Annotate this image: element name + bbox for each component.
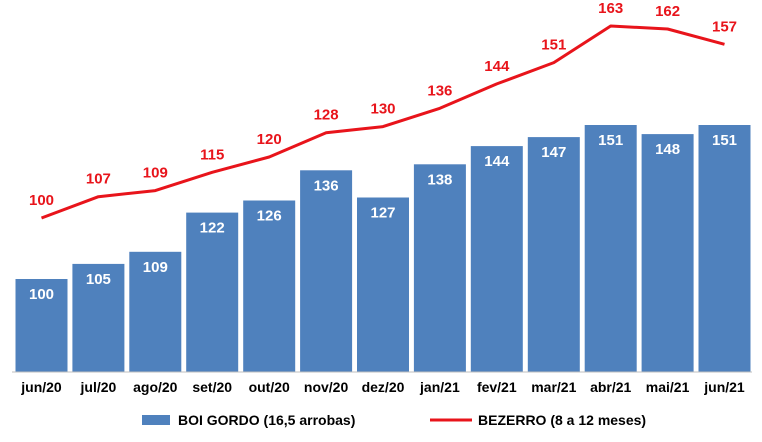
line-value-label: 162 — [655, 3, 680, 20]
bar-set-20 — [186, 212, 239, 372]
bar-data-labels: 100 105 109 122 126 136 127 138 144 147 151 148 151 — [29, 132, 737, 303]
bar-series — [15, 125, 751, 372]
line-value-label: 100 — [29, 192, 54, 209]
x-tick-label: abr/21 — [590, 379, 631, 395]
x-tick-label: nov/20 — [304, 379, 349, 395]
bar-dez-20 — [357, 197, 409, 372]
line-value-label: 130 — [370, 101, 395, 118]
bar-jul-20 — [72, 263, 125, 372]
line-value-label: 107 — [86, 171, 111, 188]
bar-jun-20 — [15, 279, 68, 372]
bar-value-label: 100 — [29, 286, 54, 303]
bar-value-label: 151 — [598, 132, 623, 149]
legend-label-bezerro: BEZERRO (8 a 12 meses) — [478, 412, 646, 428]
line-value-label: 109 — [143, 165, 168, 182]
bar-mai-21 — [641, 134, 694, 372]
x-tick-label: mai/21 — [646, 379, 690, 395]
bar-value-label: 148 — [655, 141, 680, 158]
line-value-label: 163 — [598, 0, 623, 17]
legend-swatch-boi-gordo — [142, 415, 170, 425]
line-value-label: 151 — [541, 37, 566, 54]
line-value-label: 128 — [314, 107, 339, 124]
x-tick-label: ago/20 — [133, 379, 178, 395]
bar-value-label: 109 — [143, 259, 168, 276]
bar-value-label: 147 — [541, 144, 566, 161]
x-tick-labels: jun/20 jul/20 ago/20 set/20 out/20 nov/20 dez/… — [20, 379, 745, 395]
x-tick-label: dez/20 — [362, 379, 405, 395]
bar-fev-21 — [470, 146, 523, 372]
bar-value-label: 127 — [370, 205, 395, 222]
bar-value-label: 144 — [484, 153, 510, 170]
bar-ago-20 — [129, 251, 182, 372]
legend: BOI GORDO (16,5 arrobas) BEZERRO (8 a 12… — [142, 412, 646, 428]
x-tick-label: jul/20 — [80, 379, 117, 395]
line-data-labels: 100 107 109 115 120 128 130 136 144 151 163 162 157 — [29, 0, 737, 209]
x-tick-label: jun/20 — [20, 379, 62, 395]
bar-value-label: 126 — [257, 208, 282, 225]
bezerro-line — [40, 24, 725, 220]
x-tick-label: set/20 — [192, 379, 232, 395]
bar-nov-20 — [300, 170, 353, 372]
x-tick-label: mar/21 — [531, 379, 576, 395]
bar-value-label: 151 — [712, 132, 737, 149]
line-value-label: 144 — [484, 58, 510, 75]
bar-value-label: 105 — [86, 271, 111, 288]
x-tick-label: out/20 — [249, 379, 290, 395]
x-tick-label: jun/21 — [703, 379, 745, 395]
line-value-label: 157 — [712, 18, 737, 35]
bar-value-label: 136 — [314, 177, 339, 194]
line-value-label: 120 — [257, 131, 282, 148]
bar-mar-21 — [527, 137, 580, 372]
line-series — [40, 24, 725, 220]
x-tick-label: fev/21 — [477, 379, 517, 395]
bar-value-label: 138 — [427, 171, 452, 188]
x-tick-label: jan/21 — [419, 379, 460, 395]
bar-value-label: 122 — [200, 220, 225, 237]
legend-label-boi-gordo: BOI GORDO (16,5 arrobas) — [178, 412, 355, 428]
line-value-label: 115 — [200, 146, 224, 163]
bar-jan-21 — [413, 164, 466, 372]
line-value-label: 136 — [427, 82, 452, 99]
bar-out-20 — [243, 200, 296, 372]
bar-abr-21 — [584, 125, 637, 372]
bar-jun-21 — [698, 125, 751, 372]
